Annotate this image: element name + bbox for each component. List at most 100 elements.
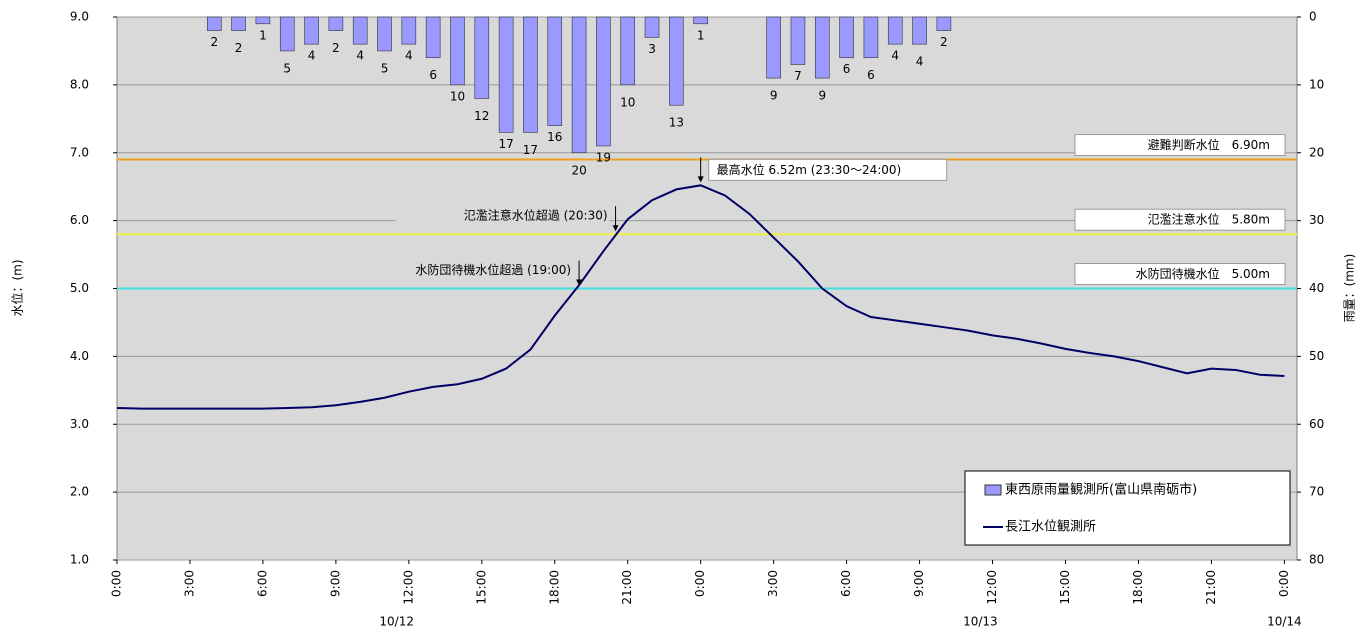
y2-axis-label: 雨量：(mm) xyxy=(1343,254,1357,323)
reference-label-box xyxy=(1074,134,1286,157)
bar-value-label: 9 xyxy=(818,89,826,103)
y-tick-label: 2.0 xyxy=(70,485,89,499)
y2-tick-label: 40 xyxy=(1309,281,1324,295)
annotation-arrowhead xyxy=(612,225,619,232)
bar xyxy=(669,16,684,106)
y-tick-label: 9.0 xyxy=(70,10,89,24)
x-tick-label: 9:00 xyxy=(328,570,342,597)
y-tick-label: 3.0 xyxy=(70,417,89,431)
y2-tick-label: 70 xyxy=(1309,485,1324,499)
annotation-box xyxy=(395,206,610,227)
bar xyxy=(474,16,490,99)
bar xyxy=(814,16,830,79)
y-tick-label: 5.0 xyxy=(70,281,89,295)
bar xyxy=(498,16,514,133)
bar xyxy=(279,16,295,52)
x-tick-label: 0:00 xyxy=(1277,570,1291,597)
y-tick-label: 6.0 xyxy=(70,213,89,227)
bar xyxy=(936,16,952,31)
legend-label: 長江水位観測所 xyxy=(1005,520,1096,535)
bar xyxy=(766,16,781,79)
x-tick-label: 3:00 xyxy=(182,570,196,597)
bar-value-label: 6 xyxy=(867,68,875,82)
bar xyxy=(887,16,903,45)
bar xyxy=(839,16,854,59)
bar xyxy=(231,16,246,31)
bar-value-label: 4 xyxy=(916,55,924,69)
bar xyxy=(377,16,392,52)
annotation-arrowhead xyxy=(576,279,583,286)
bar-value-label: 10 xyxy=(450,89,465,103)
bar-value-label: 17 xyxy=(498,137,513,151)
bar-value-label: 10 xyxy=(620,95,635,109)
x-tick-label: 3:00 xyxy=(766,570,780,597)
bar xyxy=(571,16,587,154)
bar-value-label: 2 xyxy=(235,41,243,55)
bar xyxy=(401,16,417,45)
bar xyxy=(352,16,368,45)
x-tick-label: 21:00 xyxy=(620,570,634,605)
bar xyxy=(255,16,271,25)
date-label: 10/13 xyxy=(963,615,998,629)
y2-tick-label: 50 xyxy=(1309,349,1324,363)
bar xyxy=(620,16,636,86)
bar xyxy=(450,16,465,86)
y2-tick-label: 10 xyxy=(1309,77,1324,91)
bar xyxy=(206,16,222,31)
bar-value-label: 4 xyxy=(356,49,364,63)
reference-label: 水防団待機水位 5.00m xyxy=(1136,266,1270,281)
bar-value-label: 4 xyxy=(308,49,316,63)
bar xyxy=(523,16,538,133)
line xyxy=(116,184,1285,410)
bar xyxy=(912,16,927,45)
bar-value-label: 1 xyxy=(697,28,705,42)
bar xyxy=(425,16,441,59)
y-axis-label: 水位：(m) xyxy=(10,259,25,316)
bar-value-label: 4 xyxy=(405,49,413,63)
y2-tick-label: 60 xyxy=(1309,417,1324,431)
annotation: 氾濫注意水位超過 (20:30) xyxy=(464,208,608,223)
x-tick-label: 0:00 xyxy=(110,570,124,597)
bar xyxy=(790,16,806,65)
reference-label-box xyxy=(1074,263,1286,285)
legend-swatch xyxy=(984,484,1002,496)
x-tick-label: 12:00 xyxy=(985,570,999,605)
y-tick-label: 1.0 xyxy=(70,553,89,567)
legend-label: 東西原雨量観測所(富山県南砺市) xyxy=(1005,482,1197,498)
bar xyxy=(863,16,879,59)
reference-label: 氾濫注意水位 5.80m xyxy=(1148,212,1270,227)
x-tick-label: 9:00 xyxy=(912,570,926,597)
y2-tick-label: 30 xyxy=(1309,213,1324,227)
x-tick-label: 21:00 xyxy=(1204,570,1218,605)
annotation-box xyxy=(359,260,574,281)
bar-value-label: 20 xyxy=(571,163,586,177)
x-tick-label: 18:00 xyxy=(1131,570,1145,605)
bar-value-label: 1 xyxy=(259,28,267,42)
date-label: 10/14 xyxy=(1267,615,1302,629)
bar-value-label: 16 xyxy=(547,130,562,144)
y-tick-label: 8.0 xyxy=(70,77,89,91)
bar xyxy=(304,16,319,45)
bar xyxy=(328,16,344,31)
y2-tick-label: 80 xyxy=(1309,553,1324,567)
bar xyxy=(644,16,660,38)
x-tick-label: 6:00 xyxy=(839,570,853,597)
bar-value-label: 2 xyxy=(210,35,218,49)
x-tick-label: 15:00 xyxy=(1058,570,1072,605)
annotation-arrowhead xyxy=(697,176,704,183)
x-tick-label: 6:00 xyxy=(255,570,269,597)
bar-value-label: 2 xyxy=(332,41,340,55)
bar-value-label: 7 xyxy=(794,69,802,83)
bar-value-label: 6 xyxy=(843,62,851,76)
y2-tick-label: 20 xyxy=(1309,145,1324,159)
bar-value-label: 4 xyxy=(891,49,899,63)
bar-value-label: 19 xyxy=(596,150,611,164)
annotation: 水防団待機水位超過 (19:00) xyxy=(415,262,571,277)
y-tick-label: 4.0 xyxy=(70,349,89,363)
bar-value-label: 5 xyxy=(283,61,291,75)
reference-label-box xyxy=(1074,208,1286,231)
bar-value-label: 17 xyxy=(523,143,538,157)
bar-value-label: 3 xyxy=(648,42,656,56)
